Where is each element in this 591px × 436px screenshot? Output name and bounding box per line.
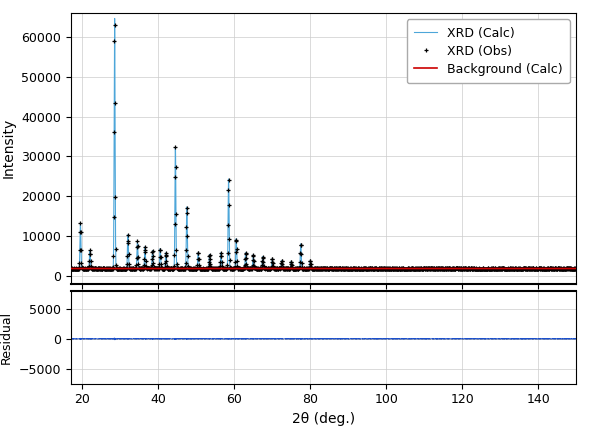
- Y-axis label: Residual: Residual: [0, 311, 13, 364]
- XRD (Calc): [392, 266, 399, 271]
- XRD (Calc): [267, 266, 274, 271]
- Y-axis label: Intensity: Intensity: [2, 118, 15, 178]
- XRD (Calc): [67, 266, 74, 271]
- Legend: XRD (Calc), XRD (Obs), Background (Calc): XRD (Calc), XRD (Obs), Background (Calc): [407, 19, 570, 83]
- XRD (Obs): [67, 266, 74, 271]
- XRD (Obs): [287, 266, 294, 271]
- XRD (Calc): [128, 266, 135, 271]
- XRD (Obs): [369, 266, 376, 271]
- XRD (Calc): [573, 266, 580, 271]
- XRD (Obs): [106, 266, 113, 271]
- XRD (Obs): [222, 266, 229, 271]
- XRD (Calc): [277, 266, 284, 271]
- XRD (Calc): [340, 266, 348, 271]
- Background (Calc): [67, 266, 74, 271]
- XRD (Obs): [529, 266, 536, 271]
- XRD (Obs): [306, 266, 313, 271]
- Background (Calc): [573, 266, 580, 271]
- XRD (Obs): [573, 266, 580, 271]
- Background (Calc): [128, 266, 135, 271]
- Background (Calc): [182, 266, 189, 271]
- XRD (Obs): [111, 22, 118, 27]
- XRD (Obs): [296, 266, 303, 271]
- Background (Calc): [277, 266, 284, 271]
- X-axis label: 2θ (deg.): 2θ (deg.): [292, 412, 355, 426]
- XRD (Calc): [111, 16, 118, 21]
- Background (Calc): [392, 266, 399, 271]
- Line: XRD (Calc): XRD (Calc): [71, 18, 576, 269]
- Background (Calc): [267, 266, 274, 271]
- XRD (Calc): [183, 256, 190, 261]
- Line: XRD (Obs): XRD (Obs): [69, 22, 579, 271]
- Background (Calc): [340, 266, 347, 271]
